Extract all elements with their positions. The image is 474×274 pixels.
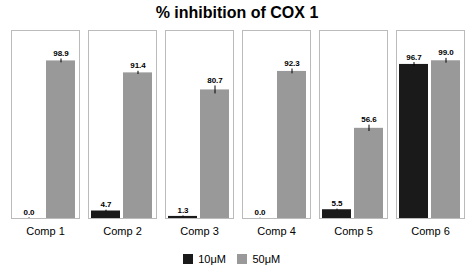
svg-text:80.7: 80.7 <box>207 76 223 85</box>
svg-text:Comp 2: Comp 2 <box>103 225 142 237</box>
svg-text:98.9: 98.9 <box>53 49 69 58</box>
svg-text:Comp 5: Comp 5 <box>334 225 373 237</box>
html-text:50μM: 50μM <box>252 252 281 265</box>
svg-text:99.0: 99.0 <box>438 48 454 57</box>
svg-text:Comp 3: Comp 3 <box>180 225 219 237</box>
svg-text:96.7: 96.7 <box>406 53 422 62</box>
svg-text:0.0: 0.0 <box>254 208 266 217</box>
html-text:% inhibition of COX 1: % inhibition of COX 1 <box>155 4 319 21</box>
svg-text:Comp 1: Comp 1 <box>26 225 65 237</box>
html-text:10μM: 10μM <box>198 252 226 265</box>
svg-text:91.4: 91.4 <box>130 61 146 70</box>
svg-text:5.5: 5.5 <box>331 199 343 208</box>
svg-text:0.0: 0.0 <box>23 208 35 217</box>
svg-text:1.3: 1.3 <box>177 206 189 215</box>
svg-text:56.6: 56.6 <box>361 115 377 124</box>
svg-text:92.3: 92.3 <box>284 59 300 68</box>
svg-text:4.7: 4.7 <box>100 200 112 209</box>
svg-text:Comp 6: Comp 6 <box>411 225 450 237</box>
svg-text:Comp 4: Comp 4 <box>257 225 296 237</box>
